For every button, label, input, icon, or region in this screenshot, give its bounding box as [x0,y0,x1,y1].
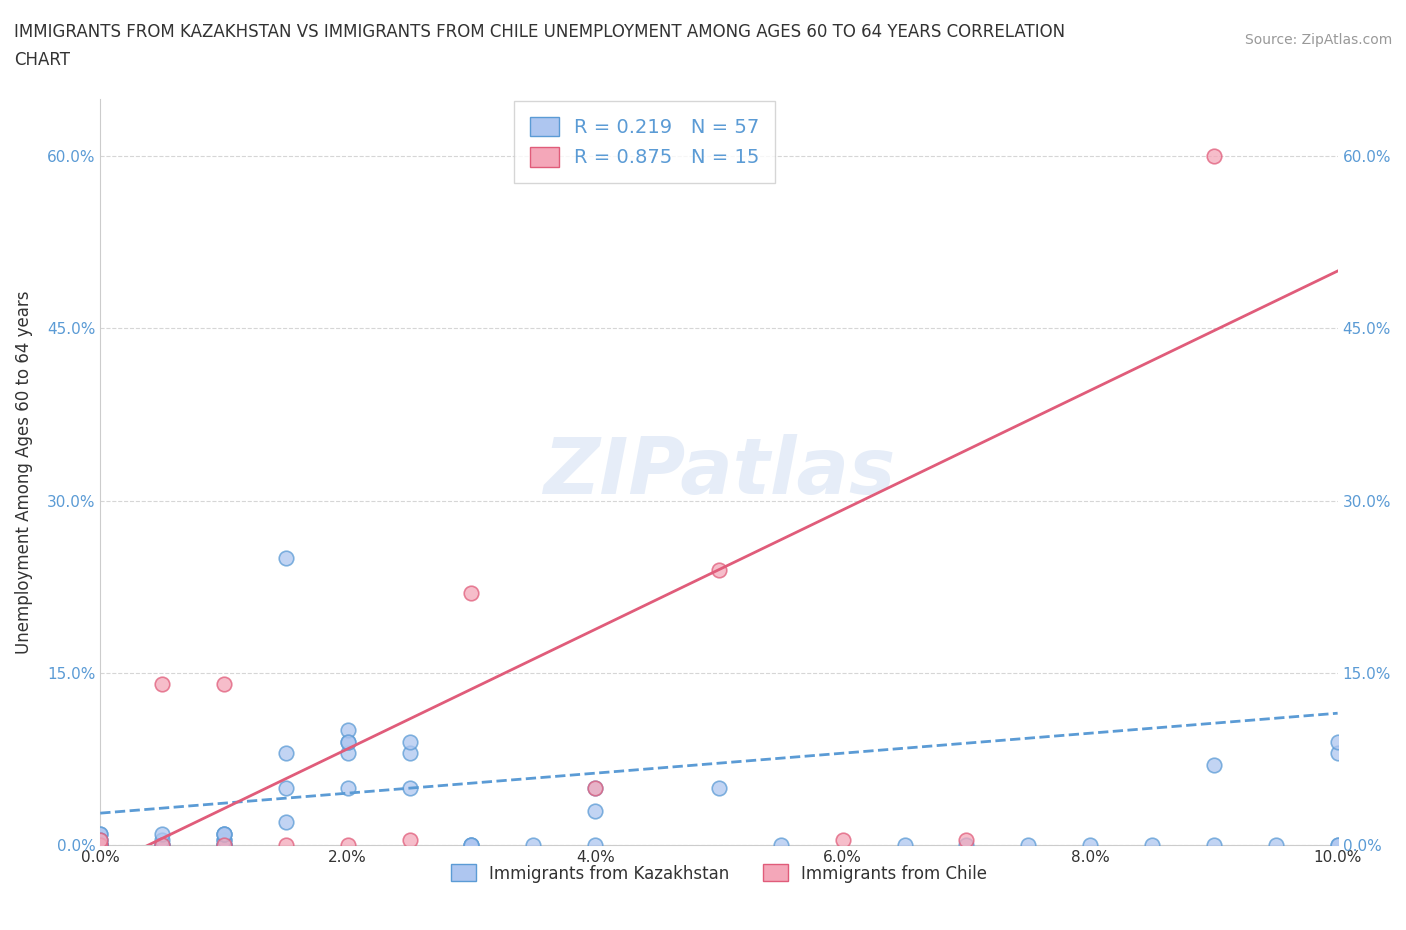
Text: ZIPatlas: ZIPatlas [543,434,896,510]
Point [955,832,977,847]
Point [274,838,297,853]
Point [212,832,235,847]
Point [336,723,359,737]
Point [150,832,173,847]
Point [398,780,420,795]
Point [89,838,111,853]
Point [1326,735,1348,750]
Point [89,838,111,853]
Point [336,746,359,761]
Point [522,838,544,853]
Point [212,838,235,853]
Point [89,827,111,842]
Point [583,804,606,818]
Point [460,585,482,600]
Point [398,735,420,750]
Point [150,838,173,853]
Point [212,827,235,842]
Point [1078,838,1101,853]
Point [212,838,235,853]
Point [212,827,235,842]
Y-axis label: Unemployment Among Ages 60 to 64 years: Unemployment Among Ages 60 to 64 years [15,290,32,654]
Point [1326,838,1348,853]
Point [89,838,111,853]
Point [150,838,173,853]
Point [89,838,111,853]
Point [274,780,297,795]
Point [89,832,111,847]
Point [274,551,297,565]
Point [89,827,111,842]
Point [212,677,235,692]
Point [831,832,853,847]
Text: IMMIGRANTS FROM KAZAKHSTAN VS IMMIGRANTS FROM CHILE UNEMPLOYMENT AMONG AGES 60 T: IMMIGRANTS FROM KAZAKHSTAN VS IMMIGRANTS… [14,23,1066,41]
Point [1264,838,1286,853]
Point [150,677,173,692]
Point [150,827,173,842]
Text: CHART: CHART [14,51,70,69]
Point [89,838,111,853]
Point [769,838,792,853]
Point [89,832,111,847]
Point [1202,149,1225,164]
Point [1326,746,1348,761]
Point [336,780,359,795]
Legend: Immigrants from Kazakhstan, Immigrants from Chile: Immigrants from Kazakhstan, Immigrants f… [444,857,994,889]
Point [583,780,606,795]
Point [1140,838,1163,853]
Text: Source: ZipAtlas.com: Source: ZipAtlas.com [1244,33,1392,46]
Point [955,838,977,853]
Point [1017,838,1039,853]
Point [150,838,173,853]
Point [274,746,297,761]
Point [212,827,235,842]
Point [460,838,482,853]
Point [212,838,235,853]
Point [150,838,173,853]
Point [212,838,235,853]
Point [583,780,606,795]
Point [1202,757,1225,772]
Point [460,838,482,853]
Point [1326,838,1348,853]
Point [707,563,730,578]
Point [89,838,111,853]
Point [583,838,606,853]
Point [274,815,297,830]
Point [212,832,235,847]
Point [1202,838,1225,853]
Point [893,838,915,853]
Point [89,838,111,853]
Point [460,838,482,853]
Point [336,838,359,853]
Point [336,735,359,750]
Point [398,746,420,761]
Point [336,735,359,750]
Point [707,780,730,795]
Point [212,838,235,853]
Point [398,832,420,847]
Point [89,832,111,847]
